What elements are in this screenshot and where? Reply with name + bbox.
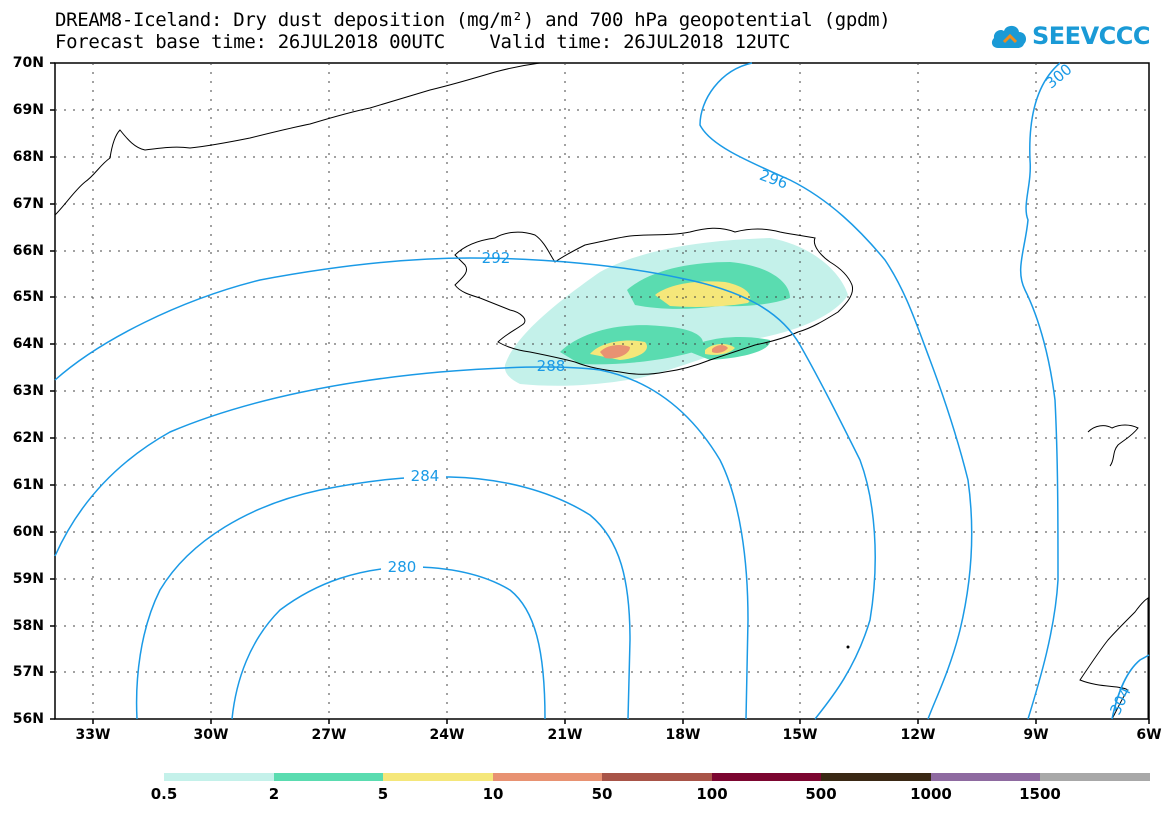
lon-label: 21W [547,727,583,743]
lon-label: 9W [1023,727,1049,743]
contour-292-line [54,257,876,720]
map-title: DREAM8-Iceland: Dry dust deposition (mg/… [55,9,891,31]
logo-text: SEEVCCC [1032,22,1151,50]
seevccc-logo: SEEVCCC [990,20,1160,56]
lon-label: 30W [193,727,229,743]
faroe-islands [1087,424,1139,467]
lat-label: 59N [12,571,44,587]
colorbar-label: 5 [377,785,389,803]
contour-label-288: 288 [537,357,566,375]
lat-label: 56N [12,711,44,727]
colorbar-swatch [164,773,274,781]
contour-label-284: 284 [411,467,440,485]
contour-label-292: 292 [482,249,511,267]
colorbar-label: 1000 [910,785,952,803]
dust-level-5 [655,281,751,307]
lon-label: 24W [429,727,465,743]
lon-label: 6W [1136,727,1162,743]
axis-ticks [50,62,1150,724]
colorbar-swatch [931,773,1040,781]
contour-label-296: 296 [757,166,790,193]
dust-level-10 [600,344,630,359]
graticule [55,63,1149,719]
lat-label: 57N [12,664,44,680]
lat-label: 61N [12,477,44,493]
colorbar-swatch [821,773,931,781]
lat-label: 64N [12,336,44,352]
contour-284-line [135,476,631,720]
colorbar-swatch [493,773,602,781]
geopotential-contours [54,62,1150,720]
lon-label: 18W [665,727,701,743]
plot-frame [54,62,1150,720]
colorbar-label: 1500 [1019,785,1061,803]
colorbar-swatch [1040,773,1150,781]
lat-label: 65N [12,289,44,305]
lat-label: 60N [12,524,44,540]
dust-level-10b [712,345,728,353]
lat-label: 67N [12,196,44,212]
contour-label-304: 304 [1106,684,1134,718]
lon-label: 15W [782,727,818,743]
map-subtitle: Forecast base time: 26JUL2018 00UTC Vali… [55,31,791,53]
contour-label-300: 300 [1042,60,1076,92]
greenland-coast [54,62,541,216]
lat-label: 68N [12,149,44,165]
contour-304-line [1111,654,1150,720]
lat-label: 70N [12,55,44,71]
lon-label: 12W [900,727,936,743]
colorbar-swatch [602,773,712,781]
colorbar-label: 10 [482,785,504,803]
colorbar-label: 2 [268,785,280,803]
lon-label: 33W [75,727,111,743]
colorbar-label: 500 [805,785,837,803]
colorbar-swatch [274,773,383,781]
contour-280-line [231,566,546,720]
contour-300-line [1019,62,1061,720]
lat-label: 66N [12,243,44,259]
lat-label: 69N [12,102,44,118]
scotland-coast [1079,597,1149,720]
colorbar-label: 50 [591,785,613,803]
lat-label: 63N [12,383,44,399]
colorbar-swatch [383,773,493,781]
lat-label: 58N [12,618,44,634]
colorbar-label: 100 [696,785,728,803]
contour-288-line [54,366,749,720]
cloud-icon [991,25,1027,48]
lon-label: 27W [311,727,347,743]
iceland-coast [454,227,854,375]
colorbar-swatch [712,773,821,781]
colorbar-label: 0.5 [150,785,178,803]
contour-label-280: 280 [388,558,417,576]
contour-296-line [699,62,973,720]
contour-labels: 280 284 288 292 296 300 304 [381,60,1135,718]
coastlines [54,62,1149,720]
lat-label: 62N [12,430,44,446]
